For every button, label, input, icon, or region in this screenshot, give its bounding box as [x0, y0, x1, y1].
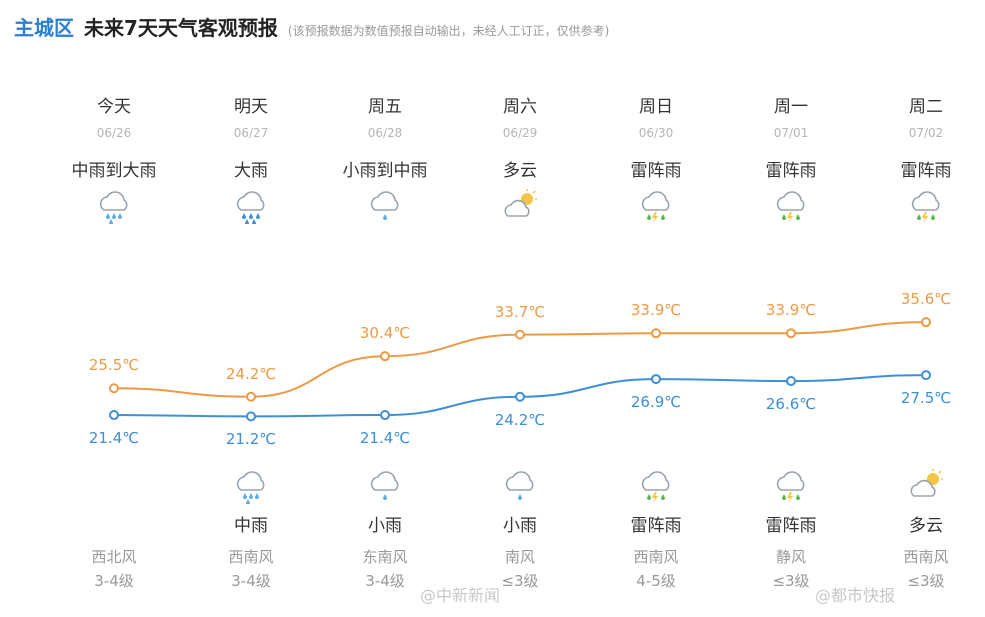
high-temp-label: 35.6℃ — [900, 290, 952, 309]
night-weather: 雷阵雨 — [765, 516, 817, 536]
rain-light-icon — [365, 468, 405, 504]
day-weather: 大雨 — [234, 161, 268, 181]
wind-level: 3-4级 — [365, 572, 405, 590]
low-temp-label: 21.2℃ — [225, 430, 277, 449]
cloudy-icon — [906, 468, 946, 504]
high-temp-point — [109, 383, 119, 394]
low-temp-label: 21.4℃ — [359, 429, 411, 448]
day-date: 06/30 — [638, 126, 674, 140]
wind-level: 4-5级 — [636, 572, 676, 590]
day-weather: 雷阵雨 — [630, 161, 682, 181]
thunderstorm-icon — [636, 468, 676, 504]
wind-direction: 西北风 — [91, 548, 137, 566]
high-temp-point — [515, 329, 525, 340]
wind-level: ≤3级 — [907, 572, 945, 590]
high-temp-label: 33.7℃ — [494, 302, 546, 321]
thunderstorm-icon — [906, 188, 946, 224]
high-temp-point — [246, 391, 256, 402]
day-name: 周一 — [774, 97, 808, 117]
wind-direction: 西南风 — [228, 548, 274, 566]
low-temp-label: 26.9℃ — [630, 393, 682, 412]
low-temp-point — [380, 410, 390, 421]
day-weather: 小雨到中雨 — [342, 161, 428, 181]
day-weather: 雷阵雨 — [765, 161, 817, 181]
rain-moderate-icon — [231, 468, 271, 505]
day-name: 周五 — [368, 97, 402, 117]
night-weather: 小雨 — [503, 516, 537, 536]
day-date: 06/26 — [96, 126, 132, 140]
high-temp-label: 33.9℃ — [630, 301, 682, 320]
page-title: 未来7天天气客观预报 — [84, 16, 278, 40]
cloudy-icon — [500, 188, 540, 224]
night-weather: 多云 — [909, 516, 943, 536]
wind-level: 3-4级 — [94, 572, 134, 590]
low-temp-label: 24.2℃ — [494, 410, 546, 429]
night-weather: 雷阵雨 — [630, 516, 682, 536]
wind-direction: 西南风 — [903, 548, 949, 566]
day-date: 06/27 — [233, 126, 269, 140]
day-name: 今天 — [97, 97, 131, 117]
high-temp-point — [651, 328, 661, 339]
wind-direction: 南风 — [504, 548, 535, 566]
wind-direction: 西南风 — [633, 548, 679, 566]
wind-level: 3-4级 — [231, 572, 271, 590]
day-date: 06/29 — [502, 126, 538, 140]
district-name: 主城区 — [14, 16, 74, 40]
high-temp-label: 30.4℃ — [359, 324, 411, 343]
rain-light-icon — [365, 188, 405, 224]
watermark-2: @都市快报 — [815, 586, 896, 605]
rain-heavy-icon — [231, 188, 271, 225]
day-weather: 中雨到大雨 — [71, 161, 157, 181]
low-temp-point — [651, 374, 661, 385]
high-temp-label: 25.5℃ — [88, 356, 140, 375]
watermark-1: @中新新闻 — [420, 586, 501, 605]
wind-level: ≤3级 — [501, 572, 539, 590]
day-date: 07/01 — [773, 126, 809, 140]
day-date: 06/28 — [367, 126, 403, 140]
low-temp-point — [515, 391, 525, 402]
low-temp-point — [109, 410, 119, 421]
high-temp-point — [921, 317, 931, 328]
thunderstorm-icon — [636, 188, 676, 224]
low-temp-label: 27.5℃ — [900, 389, 952, 408]
rain-light-icon — [500, 468, 540, 504]
wind-direction: 东南风 — [362, 548, 408, 566]
thunderstorm-icon — [771, 468, 811, 504]
low-temp-label: 26.6℃ — [765, 395, 817, 414]
rain-moderate-icon — [94, 188, 134, 225]
high-temp-point — [380, 351, 390, 362]
high-temp-point — [786, 328, 796, 339]
wind-direction: 静风 — [775, 548, 806, 566]
low-temp-label: 21.4℃ — [88, 429, 140, 448]
day-name: 周二 — [909, 97, 943, 117]
night-weather: 小雨 — [368, 516, 402, 536]
day-weather: 多云 — [503, 161, 537, 181]
low-temp-point — [246, 411, 256, 422]
low-temp-point — [921, 370, 931, 381]
high-temp-label: 24.2℃ — [225, 364, 277, 383]
day-name: 周六 — [503, 97, 537, 117]
wind-level: ≤3级 — [772, 572, 810, 590]
low-temp-point — [786, 376, 796, 387]
night-weather: 中雨 — [234, 516, 268, 536]
high-temp-label: 33.9℃ — [765, 301, 817, 320]
header: 主城区 未来7天天气客观预报 (该预报数据为数值预报自动输出，未经人工订正，仅供… — [14, 12, 609, 46]
day-name: 周日 — [639, 97, 673, 117]
day-date: 07/02 — [908, 126, 944, 140]
thunderstorm-icon — [771, 188, 811, 224]
day-weather: 雷阵雨 — [900, 161, 952, 181]
day-name: 明天 — [234, 97, 268, 117]
disclaimer-note: (该预报数据为数值预报自动输出，未经人工订正，仅供参考) — [287, 24, 610, 38]
